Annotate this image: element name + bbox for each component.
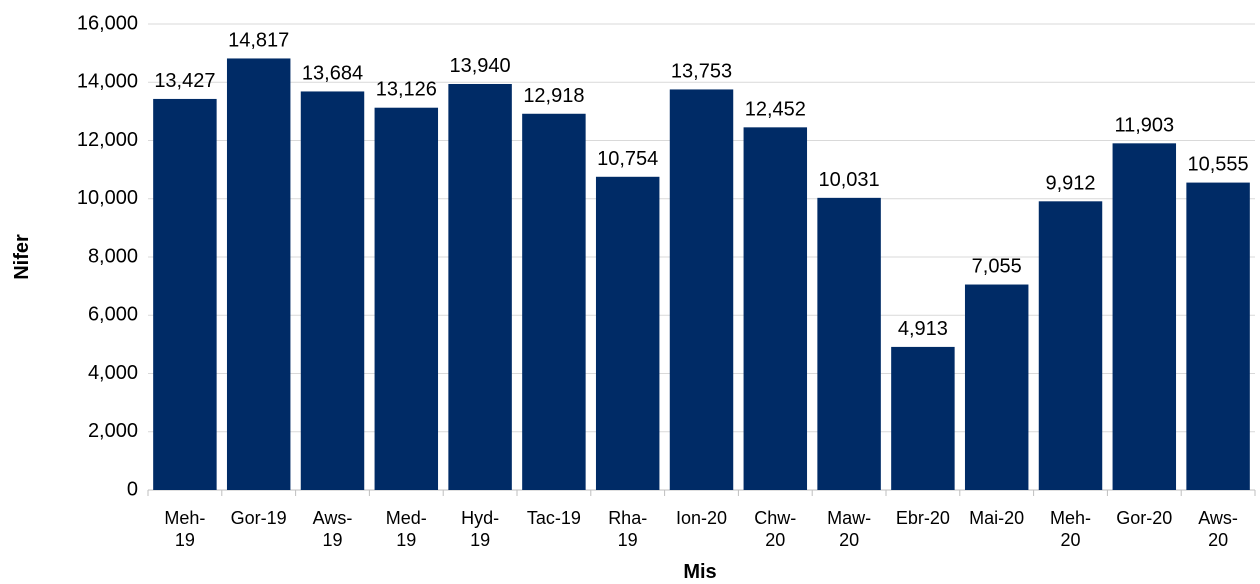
y-axis-label: Nifer [11,234,33,280]
bar [817,197,881,491]
x-tick-label: Aws-20 [1198,508,1238,550]
x-tick-label: Hyd-19 [461,508,499,550]
x-tick-label: Ebr-20 [896,508,950,528]
data-label: 4,913 [898,318,948,340]
y-tick-label: 14,000 [77,71,138,93]
x-tick-label: Gor-19 [231,508,287,528]
data-label: 13,684 [302,62,363,84]
y-tick-label: 10,000 [77,187,138,209]
x-tick-label: Med-19 [386,508,427,550]
bar [448,83,512,490]
y-tick-label: 4,000 [88,362,138,384]
data-label: 10,031 [819,169,880,191]
x-tick-label: Maw-20 [827,508,871,550]
data-label: 7,055 [972,256,1022,278]
data-label: 10,555 [1188,154,1249,176]
y-tick-label: 0 [127,478,138,500]
bar [743,127,808,490]
x-tick-label: Meh-19 [164,508,205,550]
data-label: 13,940 [450,55,511,77]
y-tick-label: 6,000 [88,304,138,326]
x-tick-label: Meh-20 [1050,508,1091,550]
bar [226,58,291,491]
x-axis-label: Mis [683,561,716,583]
bar [153,98,217,490]
data-label: 13,427 [154,70,215,92]
data-label: 9,912 [1045,172,1095,194]
bar [1186,182,1250,490]
x-tick-label: Gor-20 [1116,508,1172,528]
x-tick-label: Chw-20 [754,508,796,550]
y-tick-label: 2,000 [88,420,138,442]
y-tick-label: 16,000 [77,12,138,34]
bar [669,89,734,490]
y-tick-label: 8,000 [88,245,138,267]
x-tick-label: Rha-19 [608,508,647,550]
data-label: 14,817 [228,29,289,51]
data-label: 12,452 [745,98,806,120]
y-tick-label: 12,000 [77,129,138,151]
data-label: 13,753 [671,60,732,82]
bar [300,91,365,491]
data-label: 12,918 [523,85,584,107]
bar [374,107,439,490]
data-label: 13,126 [376,79,437,101]
x-tick-label: Tac-19 [527,508,581,528]
data-label: 10,754 [597,148,658,170]
bar [964,284,1029,490]
bar [595,176,660,491]
bar [891,346,955,490]
data-label: 11,903 [1114,114,1174,136]
bar [522,113,586,491]
bar [1112,143,1177,490]
x-tick-label: Ion-20 [676,508,727,528]
x-tick-label: Mai-20 [969,508,1024,528]
x-tick-label: Aws-19 [313,508,353,550]
bar [1038,201,1103,491]
